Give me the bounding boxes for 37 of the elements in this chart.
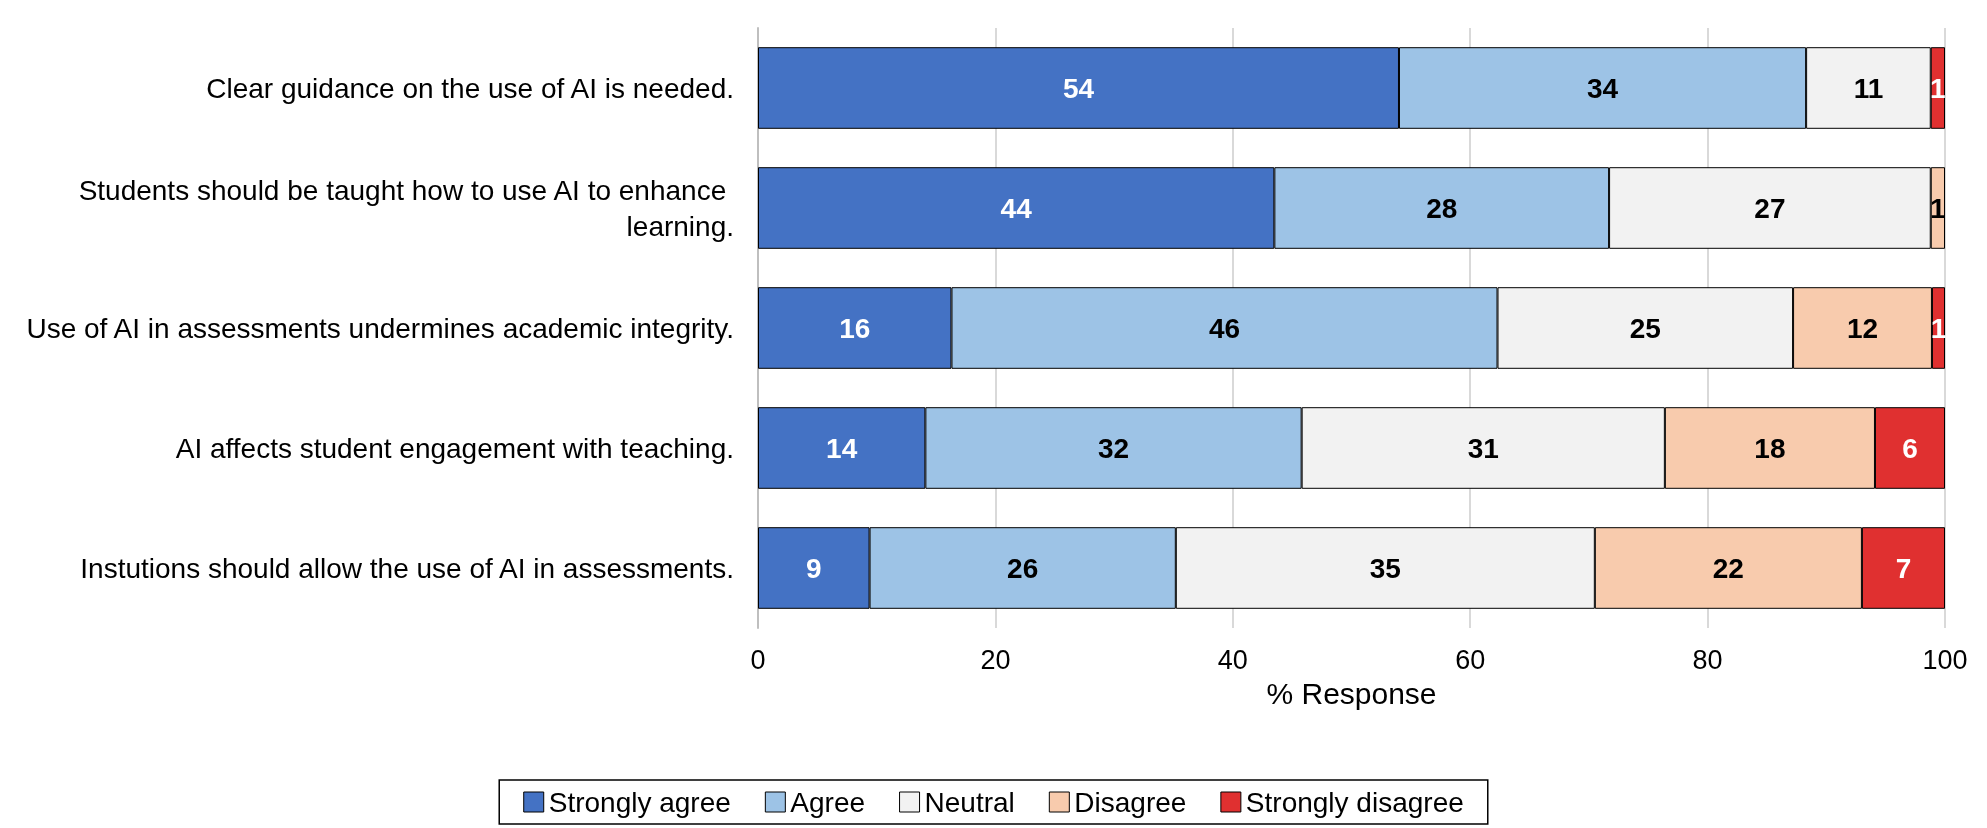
data-label: 25 xyxy=(1629,312,1661,344)
legend-label: Strongly disagree xyxy=(1245,786,1464,818)
y-tick-label: Instutions should allow the use of AI in assessments. xyxy=(80,552,734,584)
data-label: 28 xyxy=(1426,192,1458,224)
legend-label: Disagree xyxy=(1074,786,1187,818)
x-tick-label: 40 xyxy=(1217,644,1248,675)
data-label: 14 xyxy=(826,432,858,464)
data-label: 12 xyxy=(1846,312,1879,344)
data-label: 9 xyxy=(806,552,822,584)
data-label: 6 xyxy=(1902,432,1918,464)
y-tick-label: AI affects student engagement with teaching. xyxy=(175,432,734,464)
data-label: 22 xyxy=(1712,552,1744,584)
y-tick-label: Use of AI in assessments undermines academic integrity. xyxy=(26,312,734,344)
data-label: 26 xyxy=(1007,552,1039,584)
y-tick-label: Students should be taught how to use AI to enhance learning. xyxy=(78,174,734,242)
data-label: 32 xyxy=(1097,432,1130,464)
legend-label: Strongly agree xyxy=(548,786,731,818)
data-label: 11 xyxy=(1853,72,1884,104)
data-label: 44 xyxy=(1000,192,1033,224)
data-label: 35 xyxy=(1369,552,1401,584)
data-label: 27 xyxy=(1754,192,1786,224)
legend-label: Neutral xyxy=(924,786,1015,818)
data-label: 46 xyxy=(1208,312,1241,344)
legend-label: Agree xyxy=(790,786,866,818)
x-axis-title: % Response xyxy=(1266,676,1437,710)
x-tick-label: 60 xyxy=(1455,644,1486,675)
data-label: 16 xyxy=(839,312,871,344)
x-tick-label: 80 xyxy=(1692,644,1723,675)
data-label: 31 xyxy=(1467,432,1499,464)
data-label: 34 xyxy=(1586,72,1619,104)
y-tick-label: Clear guidance on the use of AI is needed. xyxy=(206,72,734,104)
data-label: 18 xyxy=(1754,432,1786,464)
x-tick-label: 0 xyxy=(750,644,766,675)
data-label: 7 xyxy=(1895,552,1912,584)
x-tick-label: 100 xyxy=(1922,644,1968,675)
x-tick-label: 20 xyxy=(980,644,1011,675)
data-label: 54 xyxy=(1062,72,1095,104)
